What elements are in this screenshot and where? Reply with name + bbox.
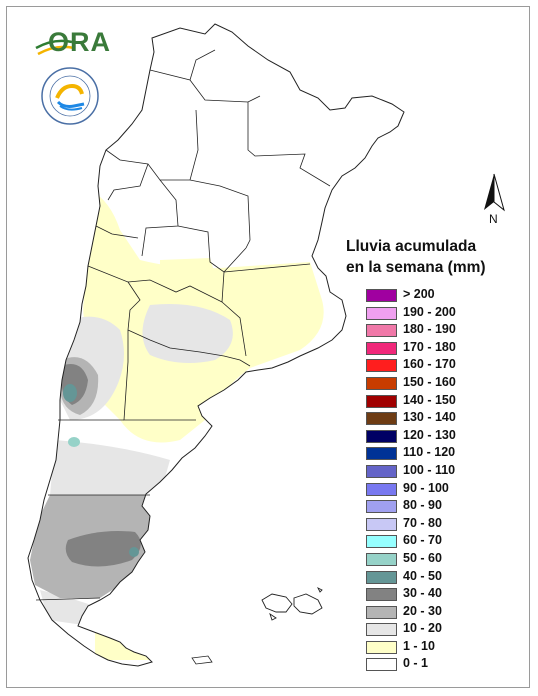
legend-swatch — [366, 535, 397, 549]
legend-swatch — [366, 517, 397, 531]
province-borders — [35, 49, 331, 601]
legend-label: 170 - 180 — [403, 339, 456, 354]
legend-swatch — [366, 341, 397, 355]
legend-swatch — [366, 412, 397, 426]
legend-label: 190 - 200 — [403, 304, 456, 319]
legend-swatch — [366, 394, 397, 408]
argentina-outline — [27, 23, 405, 667]
legend-label: 40 - 50 — [403, 568, 442, 583]
legend-swatch — [366, 306, 397, 320]
legend-label: 90 - 100 — [403, 480, 449, 495]
ora-logo-text: ORA — [48, 27, 111, 57]
legend-swatch — [366, 376, 397, 390]
legend-swatch — [366, 552, 397, 566]
legend-swatch — [366, 658, 397, 672]
north-label: N — [489, 212, 498, 226]
legend-label: 30 - 40 — [403, 586, 442, 601]
legend-label: 140 - 150 — [403, 392, 456, 407]
legend-swatch — [366, 482, 397, 496]
legend-swatch — [366, 588, 397, 602]
legend-swatch — [366, 500, 397, 514]
legend-swatch — [366, 324, 397, 338]
legend-label: 150 - 160 — [403, 374, 456, 389]
legend-label: 70 - 80 — [403, 515, 442, 530]
legend-label: 1 - 10 — [403, 638, 435, 653]
island-isla-de-los-estados — [191, 655, 213, 665]
legend-swatch — [366, 447, 397, 461]
legend-title-line1: Lluvia acumulada — [346, 238, 477, 255]
legend-swatch — [366, 605, 397, 619]
legend-label: 180 - 190 — [403, 322, 456, 337]
legend-swatch — [366, 570, 397, 584]
malvinas-islands — [261, 586, 323, 621]
legend-title: Lluvia acumulada en la semana (mm) — [346, 236, 526, 278]
legend-label: 0 - 1 — [403, 656, 429, 671]
legend-label: 120 - 130 — [403, 427, 456, 442]
legend-swatch — [366, 464, 397, 478]
legend-swatch — [366, 429, 397, 443]
legend-label: 20 - 30 — [403, 603, 442, 618]
legend-swatch — [366, 289, 397, 302]
legend-label: 50 - 60 — [403, 550, 442, 565]
legend-swatch — [366, 640, 397, 654]
smn-seal-icon — [41, 67, 99, 125]
north-arrow-icon — [484, 173, 505, 212]
legend-label: 10 - 20 — [403, 621, 442, 636]
ora-swoosh-icon — [35, 39, 75, 56]
legend-swatch — [366, 359, 397, 373]
legend-label: 160 - 170 — [403, 357, 456, 372]
legend-label: 110 - 120 — [403, 445, 456, 460]
legend-label: > 200 — [403, 287, 435, 301]
legend-title-line2: en la semana (mm) — [346, 259, 486, 276]
legend-label: 130 - 140 — [403, 410, 456, 425]
legend-label: 80 - 90 — [403, 498, 442, 513]
legend-label: 60 - 70 — [403, 533, 442, 548]
legend-swatch — [366, 623, 397, 637]
legend-label: 100 - 110 — [403, 462, 456, 477]
